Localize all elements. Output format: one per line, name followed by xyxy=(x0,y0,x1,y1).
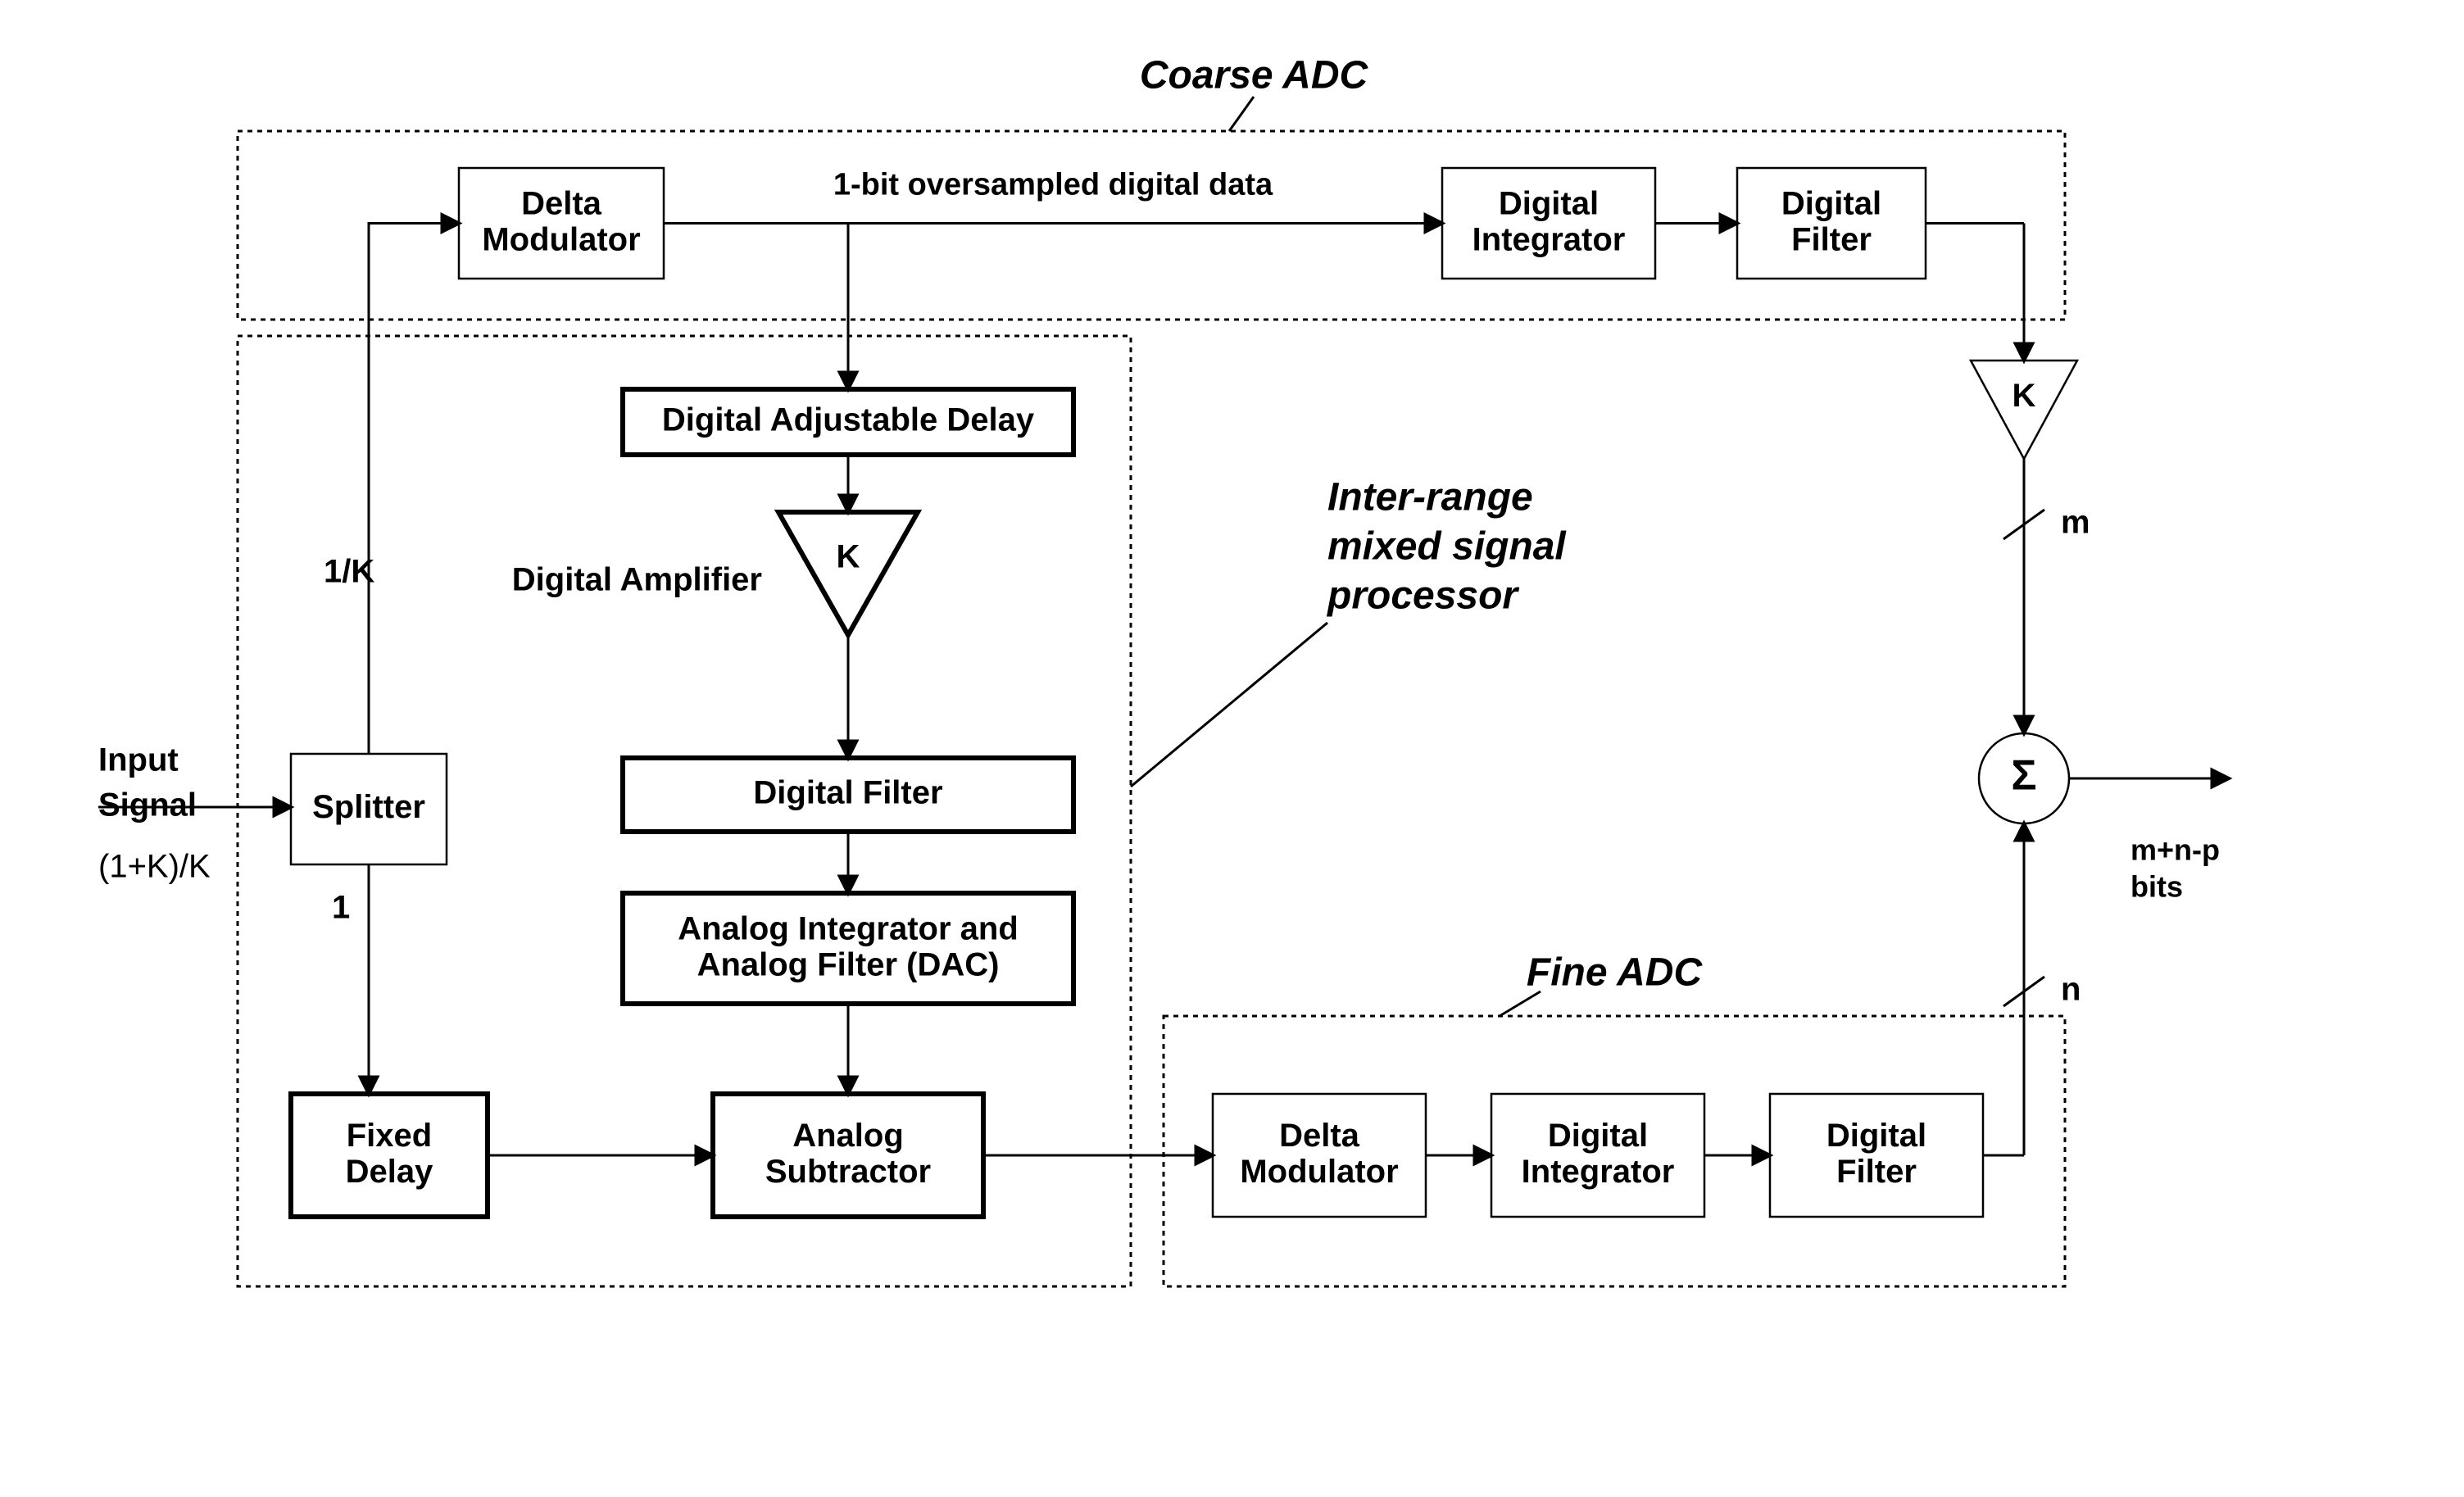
svg-text:Σ: Σ xyxy=(2011,752,2036,800)
svg-text:m: m xyxy=(2061,505,2090,541)
svg-text:DigitalFilter: DigitalFilter xyxy=(1826,1118,1926,1190)
svg-text:m+n-p: m+n-p xyxy=(2130,833,2220,867)
svg-text:1-bit oversampled digital data: 1-bit oversampled digital data xyxy=(833,168,1273,202)
svg-text:Splitter: Splitter xyxy=(312,789,425,825)
svg-text:1/K: 1/K xyxy=(324,554,374,590)
svg-text:n: n xyxy=(2061,972,2081,1008)
svg-text:Digital Adjustable Delay: Digital Adjustable Delay xyxy=(662,402,1035,438)
svg-text:Analog Integrator andAnalog Fi: Analog Integrator andAnalog Filter (DAC) xyxy=(678,910,1019,982)
svg-text:Coarse ADC: Coarse ADC xyxy=(1140,54,1369,98)
svg-text:Input: Input xyxy=(98,742,179,778)
svg-text:1: 1 xyxy=(332,890,350,926)
svg-text:FixedDelay: FixedDelay xyxy=(346,1118,433,1190)
svg-text:Digital Amplifier: Digital Amplifier xyxy=(512,562,762,598)
svg-text:processor: processor xyxy=(1326,574,1519,618)
diagram-canvas: Coarse ADC Inter-range mixed signal process… xyxy=(0,0,2464,1497)
svg-text:Inter-range: Inter-range xyxy=(1327,476,1533,519)
svg-text:DigitalFilter: DigitalFilter xyxy=(1781,185,1881,257)
svg-text:Fine ADC: Fine ADC xyxy=(1527,951,1704,995)
svg-text:(1+K)/K: (1+K)/K xyxy=(98,849,211,885)
svg-text:Signal: Signal xyxy=(98,787,197,823)
svg-text:mixed signal: mixed signal xyxy=(1327,525,1567,569)
svg-text:K: K xyxy=(837,539,860,575)
svg-text:bits: bits xyxy=(2130,870,2183,904)
edge xyxy=(369,224,459,755)
svg-text:K: K xyxy=(2012,378,2036,414)
svg-text:Digital Filter: Digital Filter xyxy=(753,775,942,811)
